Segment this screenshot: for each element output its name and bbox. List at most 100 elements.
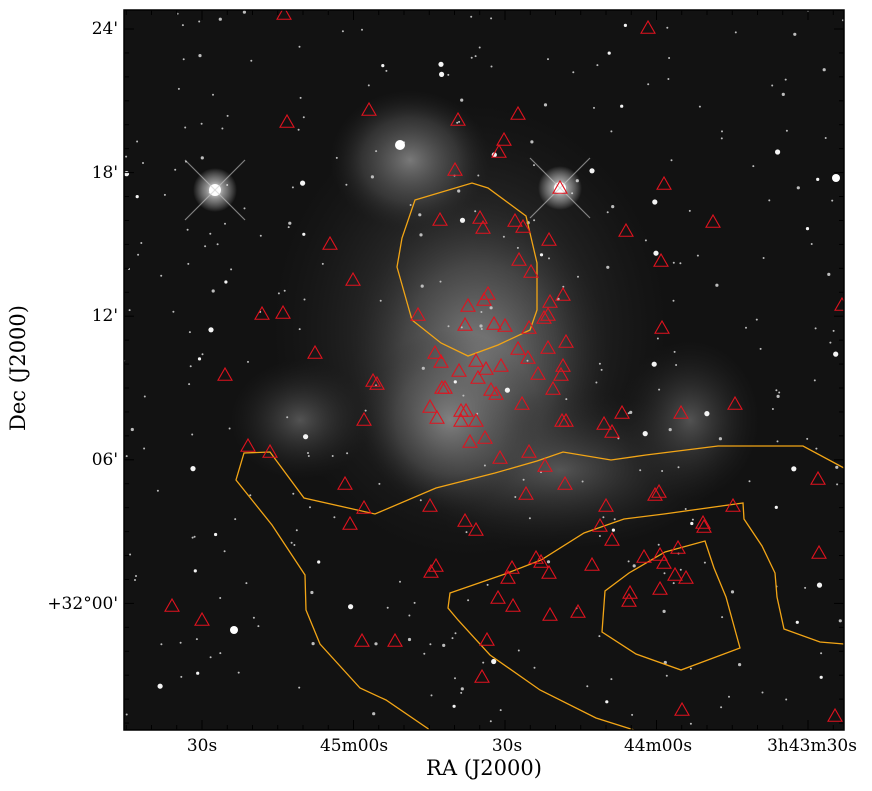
field-star: [420, 284, 424, 288]
field-star: [489, 306, 493, 310]
field-star: [226, 114, 229, 117]
field-star: [172, 310, 175, 313]
source-marker: [667, 566, 683, 581]
field-star: [385, 69, 388, 72]
field-star: [298, 686, 301, 689]
field-star: [458, 120, 461, 123]
field-star: [125, 155, 128, 158]
source-marker: [536, 309, 552, 324]
field-star: [447, 73, 450, 76]
source-marker: [458, 402, 474, 417]
field-star: [730, 590, 735, 594]
field-star: [813, 379, 816, 382]
source-marker: [656, 175, 672, 190]
field-star: [243, 207, 246, 210]
field-star: [457, 189, 461, 193]
source-marker: [491, 143, 507, 158]
field-star: [533, 164, 535, 167]
field-star: [187, 262, 190, 265]
field-star: [728, 695, 730, 698]
field-star: [160, 643, 163, 646]
field-star: [193, 535, 196, 538]
source-marker: [486, 315, 502, 330]
field-star: [191, 536, 194, 539]
field-star: [143, 395, 146, 398]
source-marker: [472, 209, 488, 224]
source-marker: [521, 443, 537, 458]
source-marker: [356, 499, 372, 514]
field-star: [177, 87, 180, 90]
field-star: [180, 675, 183, 678]
source-marker: [479, 631, 495, 646]
field-star: [679, 262, 682, 265]
field-star: [429, 643, 432, 646]
field-star: [632, 564, 636, 568]
field-star: [598, 535, 601, 537]
field-star: [257, 625, 260, 628]
field-star: [668, 428, 672, 432]
source-marker: [488, 385, 504, 400]
source-marker: [651, 483, 667, 498]
field-star: [546, 560, 551, 564]
field-star: [386, 606, 389, 609]
field-star: [658, 388, 661, 391]
field-star: [611, 205, 615, 209]
field-star: [430, 694, 433, 697]
source-marker: [725, 497, 741, 512]
field-star: [438, 61, 444, 67]
source-marker: [542, 606, 558, 621]
field-star: [698, 105, 701, 108]
field-star: [653, 250, 659, 256]
field-star: [163, 193, 166, 196]
field-star: [667, 78, 670, 80]
field-star: [793, 32, 797, 36]
field-star: [663, 660, 667, 665]
field-star: [216, 243, 219, 246]
field-star: [364, 409, 367, 412]
field-star: [302, 116, 305, 119]
field-star: [247, 360, 249, 363]
field-star: [179, 641, 182, 644]
field-star: [836, 483, 839, 486]
source-marker: [475, 219, 491, 234]
source-marker: [674, 701, 690, 716]
field-star: [408, 614, 411, 617]
field-star: [516, 246, 519, 249]
y-tick-label: 18': [91, 163, 118, 183]
field-star: [460, 98, 464, 102]
field-star: [421, 366, 425, 370]
field-star: [293, 544, 296, 546]
field-star: [613, 518, 616, 521]
field-star: [321, 262, 324, 265]
field-star: [157, 683, 163, 689]
field-star: [647, 83, 650, 86]
field-star: [499, 709, 502, 712]
field-star: [186, 228, 189, 231]
source-marker: [451, 362, 467, 377]
source-marker: [433, 353, 449, 368]
field-star: [721, 616, 724, 619]
field-star: [644, 239, 647, 242]
field-star: [657, 543, 660, 546]
field-star: [454, 677, 456, 680]
field-star: [224, 280, 228, 284]
field-star: [631, 713, 634, 716]
field-star: [771, 408, 774, 410]
y-tick-label: 06': [91, 450, 118, 470]
field-star: [796, 186, 800, 190]
field-star: [442, 643, 446, 648]
field-star: [299, 96, 302, 99]
field-star: [374, 642, 378, 646]
source-marker: [427, 344, 443, 359]
contour-north: [396, 182, 538, 357]
field-star: [824, 137, 827, 139]
field-star: [286, 416, 289, 419]
source-marker: [337, 475, 353, 490]
field-star: [629, 410, 633, 414]
y-tick-label: 24': [91, 19, 118, 39]
source-marker: [521, 319, 537, 334]
field-star: [303, 434, 309, 440]
field-star: [348, 604, 354, 610]
field-star: [223, 550, 226, 553]
source-marker: [545, 380, 561, 395]
